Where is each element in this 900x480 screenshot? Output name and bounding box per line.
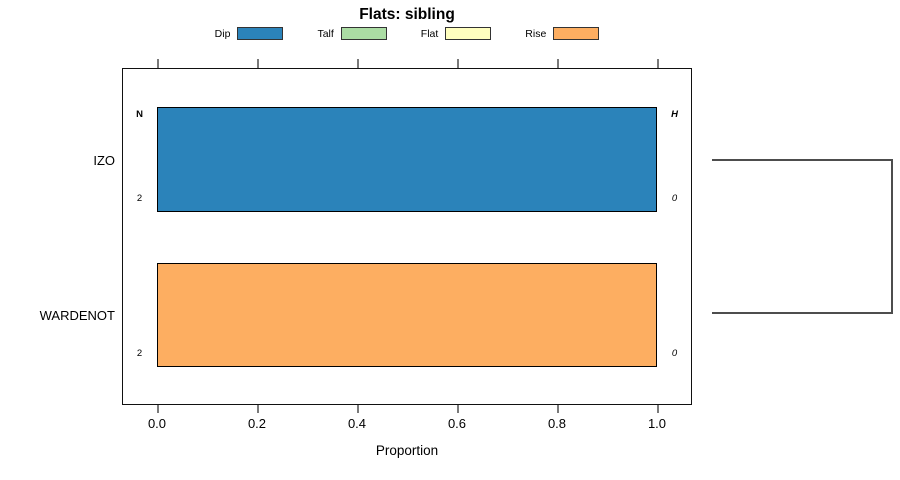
annotation-n-value: 2: [136, 348, 143, 359]
connector-line: [712, 159, 893, 314]
annotation-h-header: H: [671, 109, 678, 120]
axis-tick-label: 0.4: [347, 416, 367, 431]
axis-tick-top: [657, 59, 659, 68]
legend-swatch: [340, 27, 387, 40]
legend-swatch: [445, 27, 492, 40]
category-label-wardenot: WARDENOT: [39, 308, 115, 323]
axis-tick-bottom: [257, 405, 259, 413]
legend-label: Talf: [317, 27, 334, 40]
legend-label: Flat: [420, 27, 439, 40]
chart-title: Flats: sibling: [359, 6, 455, 23]
axis-tick-label: 0.0: [147, 416, 167, 431]
legend-swatch: [237, 27, 284, 40]
axis-tick-label: 0.6: [447, 416, 467, 431]
annotation-n-value: 2: [136, 193, 143, 204]
annotation-h-value: 0: [671, 193, 678, 204]
legend-item-talf: Talf: [317, 27, 387, 40]
axis-tick-bottom: [657, 405, 659, 413]
axis-tick-label: 0.8: [547, 416, 567, 431]
axis-tick-top: [357, 59, 359, 68]
legend: Dip Talf Flat Rise: [0, 27, 814, 40]
bar-segment-rise: [157, 263, 657, 367]
legend-swatch: [553, 27, 600, 40]
bar-segment-dip: [157, 107, 657, 212]
axis-tick-top: [257, 59, 259, 68]
axis-tick-bottom: [157, 405, 159, 413]
legend-label: Rise: [525, 27, 547, 40]
axis-tick-top: [457, 59, 459, 68]
x-axis-title: Proportion: [375, 443, 439, 458]
axis-tick-bottom: [457, 405, 459, 413]
legend-item-dip: Dip: [215, 27, 284, 40]
axis-tick-bottom: [357, 405, 359, 413]
axis-tick-top: [557, 59, 559, 68]
legend-label: Dip: [214, 27, 231, 40]
annotation-n-header: N: [136, 109, 143, 120]
annotation-h-value: 0: [671, 348, 678, 359]
axis-tick-bottom: [557, 405, 559, 413]
axis-tick-label: 0.2: [247, 416, 267, 431]
axis-tick-top: [157, 59, 159, 68]
legend-item-rise: Rise: [525, 27, 600, 40]
category-label-izo: IZO: [93, 152, 115, 168]
axis-tick-label: 1.0: [647, 416, 667, 431]
legend-item-flat: Flat: [421, 27, 492, 40]
